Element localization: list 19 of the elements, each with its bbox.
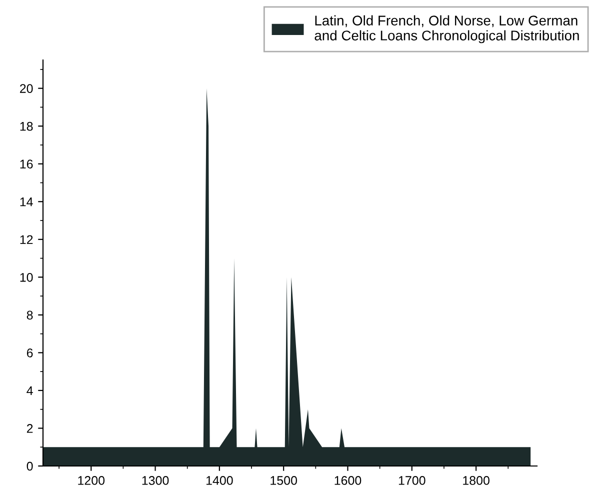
y-tick-label: 12	[20, 235, 33, 244]
x-tick-label: 1300	[142, 476, 169, 485]
x-tick-label: 1700	[398, 476, 426, 485]
y-tick-label: 10	[20, 272, 33, 282]
y-tick-label: 14	[20, 198, 33, 206]
x-tick-label: 1600	[334, 476, 362, 485]
x-tick-label: 1200	[78, 476, 105, 485]
y-tick-label: 20	[20, 84, 33, 93]
y-tick-label: 4	[26, 386, 33, 395]
y-tick-label: 6	[26, 348, 33, 358]
x-tick-label: 1800	[463, 476, 490, 485]
y-tick-label: 8	[26, 310, 33, 320]
y-tick-label: 0	[26, 462, 33, 471]
y-tick-label: 2	[26, 424, 33, 433]
legend-label: Latin, Old French, Old Norse, Low German and Celtic Loans Chronological Distribution	[314, 15, 579, 44]
x-tick-label: 1500	[270, 476, 297, 485]
y-tick-label: 18	[20, 122, 33, 131]
y-tick-label: 16	[20, 160, 33, 169]
x-tick-label: 1400	[206, 476, 233, 485]
